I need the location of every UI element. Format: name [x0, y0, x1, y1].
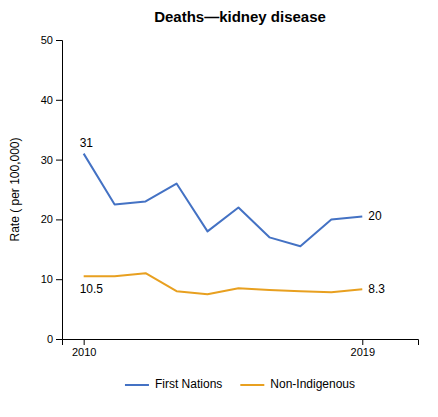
x-axis: 2010 2019 [63, 339, 419, 358]
tick-label: 2019 [351, 346, 375, 358]
tick-label: 10 [41, 273, 53, 285]
legend: First Nations Non-Indigenous [125, 377, 355, 391]
axis-domain [56, 41, 63, 340]
tick-mark [56, 279, 62, 280]
annotation: 20 [368, 209, 382, 223]
tick-mark [56, 160, 62, 161]
legend-item: Non-Indigenous [240, 377, 355, 391]
tick-mark [56, 219, 62, 220]
marks [84, 154, 363, 295]
tick: 20 [41, 213, 62, 225]
tick-mark [56, 40, 62, 41]
annotation: 10.5 [80, 282, 104, 296]
tick-label: 2010 [72, 346, 96, 358]
tick: 0 [47, 333, 62, 345]
line [84, 154, 363, 247]
legend-item: First Nations [125, 377, 222, 391]
line [84, 273, 363, 294]
tick-label: 50 [41, 34, 53, 46]
annotation: 8.3 [368, 282, 385, 296]
tick-label: 30 [41, 154, 53, 166]
legend-swatch [125, 384, 149, 386]
tick: 2010 [72, 339, 96, 358]
tick: 50 [41, 34, 62, 46]
tick: 2019 [351, 339, 375, 358]
y-axis: 0 10 20 30 40 50 [41, 34, 63, 345]
legend-label: Non-Indigenous [270, 377, 355, 391]
legend-swatch [240, 384, 264, 386]
axis-domain [63, 340, 419, 346]
annotations: 31 20 10.5 8.3 [80, 136, 386, 297]
axis-title: Rate ( per 100,000) [8, 137, 22, 241]
annotation: 31 [80, 136, 94, 150]
tick-label: 40 [41, 94, 53, 106]
tick-label: 0 [47, 333, 53, 345]
tick-mark [84, 339, 85, 345]
chart: 2010 2019 0 10 20 30 40 50 31 20 10.5 8.3 Rate ( per… [0, 0, 438, 417]
plot: 2010 2019 0 10 20 30 40 50 31 20 10.5 8.3 [41, 34, 419, 358]
tick-mark [56, 100, 62, 101]
tick-mark [362, 339, 363, 345]
title: Deaths—kidney disease [154, 8, 326, 25]
tick: 40 [41, 94, 62, 106]
tick: 30 [41, 154, 62, 166]
tick-label: 20 [41, 213, 53, 225]
legend-label: First Nations [155, 377, 222, 391]
tick: 10 [41, 273, 62, 285]
tick-mark [56, 339, 62, 340]
